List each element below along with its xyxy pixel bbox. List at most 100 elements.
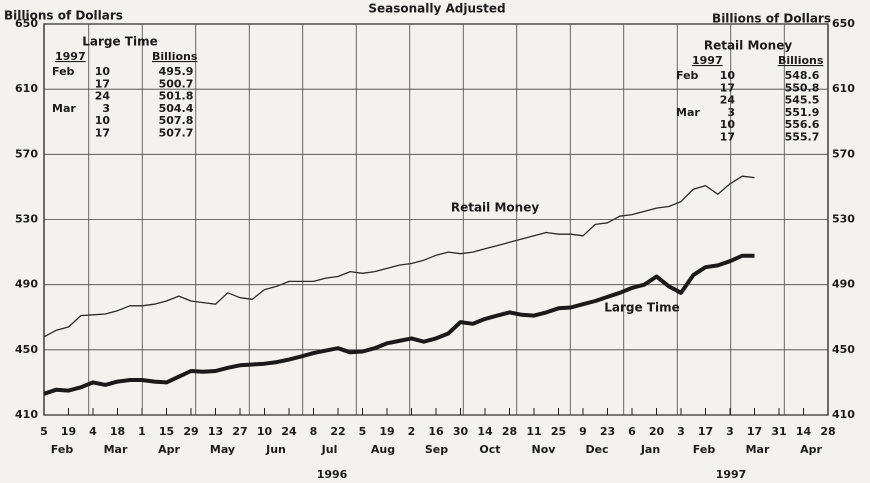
y-axis-label: Billions of Dollars [4, 9, 123, 23]
chart-title: Seasonally Adjusted [368, 2, 505, 16]
inset-value: 507.8 [159, 114, 194, 127]
x-tick-label: 28 [820, 425, 835, 438]
inset-day: 3 [102, 102, 110, 115]
series-label: Retail Money [451, 201, 539, 215]
x-tick-label: 25 [551, 425, 566, 438]
x-tick-label: 13 [208, 425, 223, 438]
x-tick-label: 20 [649, 425, 665, 438]
y-tick-label: 410 [15, 408, 38, 421]
x-tick-label: 1 [138, 425, 146, 438]
x-tick-label: 5 [40, 425, 48, 438]
inset-title: Large Time [82, 35, 158, 49]
inset-value: 548.6 [785, 69, 820, 82]
month-label: Mar [746, 443, 770, 456]
x-tick-label: 3 [677, 425, 685, 438]
month-label: Jun [265, 443, 286, 456]
y2-tick-label: 450 [832, 343, 855, 356]
x-tick-label: 31 [771, 425, 786, 438]
x-tick-label: 8 [310, 425, 318, 438]
inset-day: 10 [95, 114, 111, 127]
inset-day: 17 [95, 77, 110, 90]
inset-value: 545.5 [785, 94, 820, 107]
month-label: Jan [640, 443, 660, 456]
x-tick-label: 19 [61, 425, 76, 438]
year-label: 1996 [317, 468, 348, 481]
y2-tick-label: 410 [832, 408, 855, 421]
x-tick-label: 19 [379, 425, 394, 438]
inset-day: 10 [95, 65, 111, 78]
x-tick-label: 18 [110, 425, 125, 438]
y2-axis-label: Billions of Dollars [712, 12, 831, 26]
inset-day: 17 [95, 127, 110, 140]
inset-value: 551.9 [785, 106, 820, 119]
y-tick-label: 490 [15, 278, 38, 291]
inset-value: 504.4 [159, 102, 194, 115]
y2-tick-label: 530 [832, 213, 855, 226]
x-tick-label: 5 [359, 425, 367, 438]
x-tick-label: 29 [183, 425, 198, 438]
x-tick-label: 24 [281, 425, 297, 438]
x-tick-label: 11 [526, 425, 541, 438]
y-tick-label: 450 [15, 343, 38, 356]
inset-header: 1997 [55, 50, 86, 63]
series-line [43, 175, 755, 338]
inset-value: 550.8 [785, 81, 820, 94]
month-label: Dec [585, 443, 608, 456]
inset-title: Retail Money [704, 39, 792, 53]
inset-header: 1997 [692, 54, 723, 67]
inset-day: 17 [720, 81, 735, 94]
month-label: Mar [104, 443, 128, 456]
x-tick-label: 2 [408, 425, 416, 438]
series-label: Large Time [604, 301, 680, 315]
x-tick-label: 23 [600, 425, 615, 438]
inset-value: 556.6 [785, 118, 820, 131]
x-tick-label: 14 [477, 425, 493, 438]
x-tick-label: 6 [628, 425, 636, 438]
x-tick-label: 9 [579, 425, 587, 438]
inset-value: 500.7 [159, 77, 194, 90]
inset-day: 17 [720, 131, 735, 144]
inset-value: 501.8 [159, 90, 194, 103]
inset-day: 24 [720, 94, 736, 107]
x-tick-label: 28 [502, 425, 517, 438]
inset-value: 507.7 [159, 127, 194, 140]
month-label: Oct [479, 443, 500, 456]
inset-value: 555.7 [785, 131, 820, 144]
inset-header: Billions [152, 50, 198, 63]
year-label: 1997 [716, 468, 747, 481]
inset-month: Feb [52, 65, 75, 78]
month-label: May [210, 443, 235, 456]
inset-day: 3 [727, 106, 735, 119]
x-tick-label: 17 [747, 425, 762, 438]
x-tick-label: 22 [330, 425, 345, 438]
inset-day: 24 [95, 90, 111, 103]
x-tick-label: 27 [232, 425, 247, 438]
x-tick-label: 30 [453, 425, 469, 438]
month-label: Aug [371, 443, 395, 456]
y2-tick-label: 610 [832, 82, 855, 95]
y-tick-label: 610 [15, 82, 38, 95]
month-label: Apr [158, 443, 180, 456]
x-tick-label: 10 [257, 425, 273, 438]
y2-tick-label: 650 [832, 17, 855, 30]
x-tick-label: 14 [796, 425, 812, 438]
y-tick-label: 530 [15, 213, 38, 226]
inset-month: Mar [52, 102, 76, 115]
x-tick-label: 16 [428, 425, 444, 438]
month-label: Feb [51, 443, 74, 456]
x-tick-label: 17 [698, 425, 713, 438]
inset-day: 10 [720, 69, 736, 82]
x-tick-label: 4 [89, 425, 97, 438]
y2-tick-label: 570 [832, 147, 855, 160]
y-tick-label: 570 [15, 147, 38, 160]
inset-value: 495.9 [159, 65, 194, 78]
month-label: Sep [425, 443, 448, 456]
inset-month: Feb [676, 69, 699, 82]
series-line [43, 253, 755, 396]
y-tick-label: 650 [15, 17, 38, 30]
x-tick-label: 3 [726, 425, 734, 438]
month-label: Feb [693, 443, 716, 456]
y2-tick-label: 490 [832, 278, 855, 291]
inset-day: 10 [720, 118, 736, 131]
